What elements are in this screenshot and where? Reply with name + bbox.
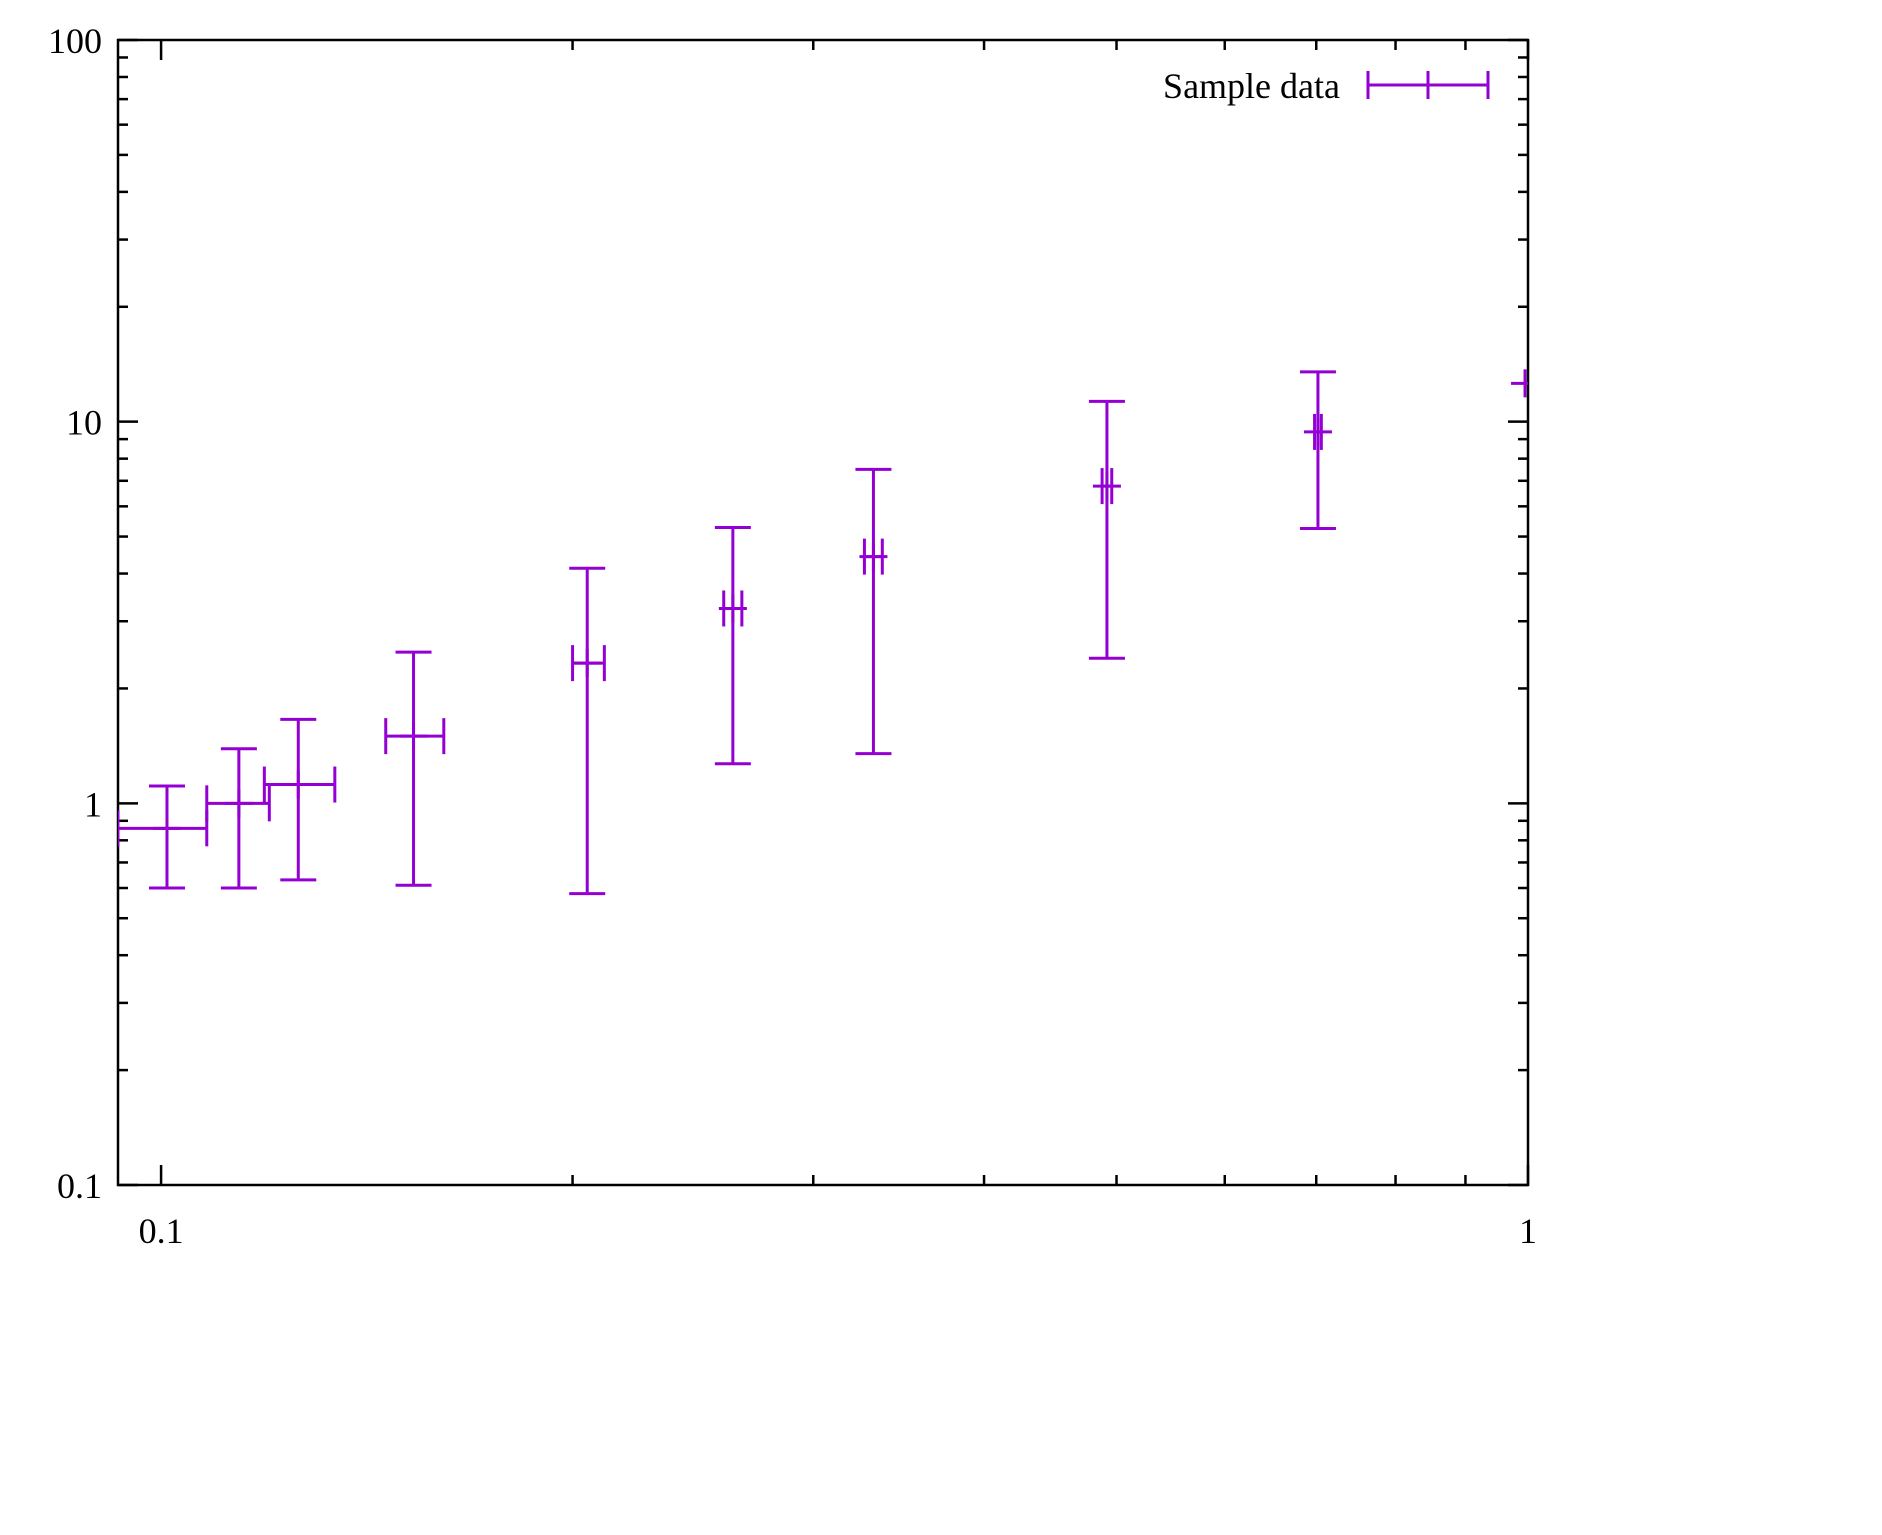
- data-point: [118, 784, 209, 890]
- x-tick-label: 1: [1519, 1211, 1537, 1251]
- data-point: [569, 566, 606, 896]
- y-tick-label: 1: [84, 784, 102, 824]
- y-tick-label: 10: [66, 403, 102, 443]
- x-tick-label: 0.1: [139, 1211, 184, 1251]
- data-series: [118, 369, 1528, 896]
- data-point: [262, 717, 337, 882]
- plot-border: [116, 38, 1530, 1187]
- legend: Sample data: [1163, 66, 1490, 106]
- data-point: [1088, 399, 1125, 660]
- y-tick-label: 0.1: [57, 1166, 102, 1206]
- legend-sample: [1366, 71, 1490, 99]
- legend-label: Sample data: [1163, 66, 1340, 106]
- data-point: [1299, 370, 1336, 530]
- data-point: [205, 747, 271, 890]
- data-point: [714, 526, 751, 766]
- data-point: [1511, 369, 1528, 398]
- data-point: [384, 650, 446, 887]
- y-tick-label: 100: [48, 21, 102, 61]
- data-point: [855, 467, 892, 756]
